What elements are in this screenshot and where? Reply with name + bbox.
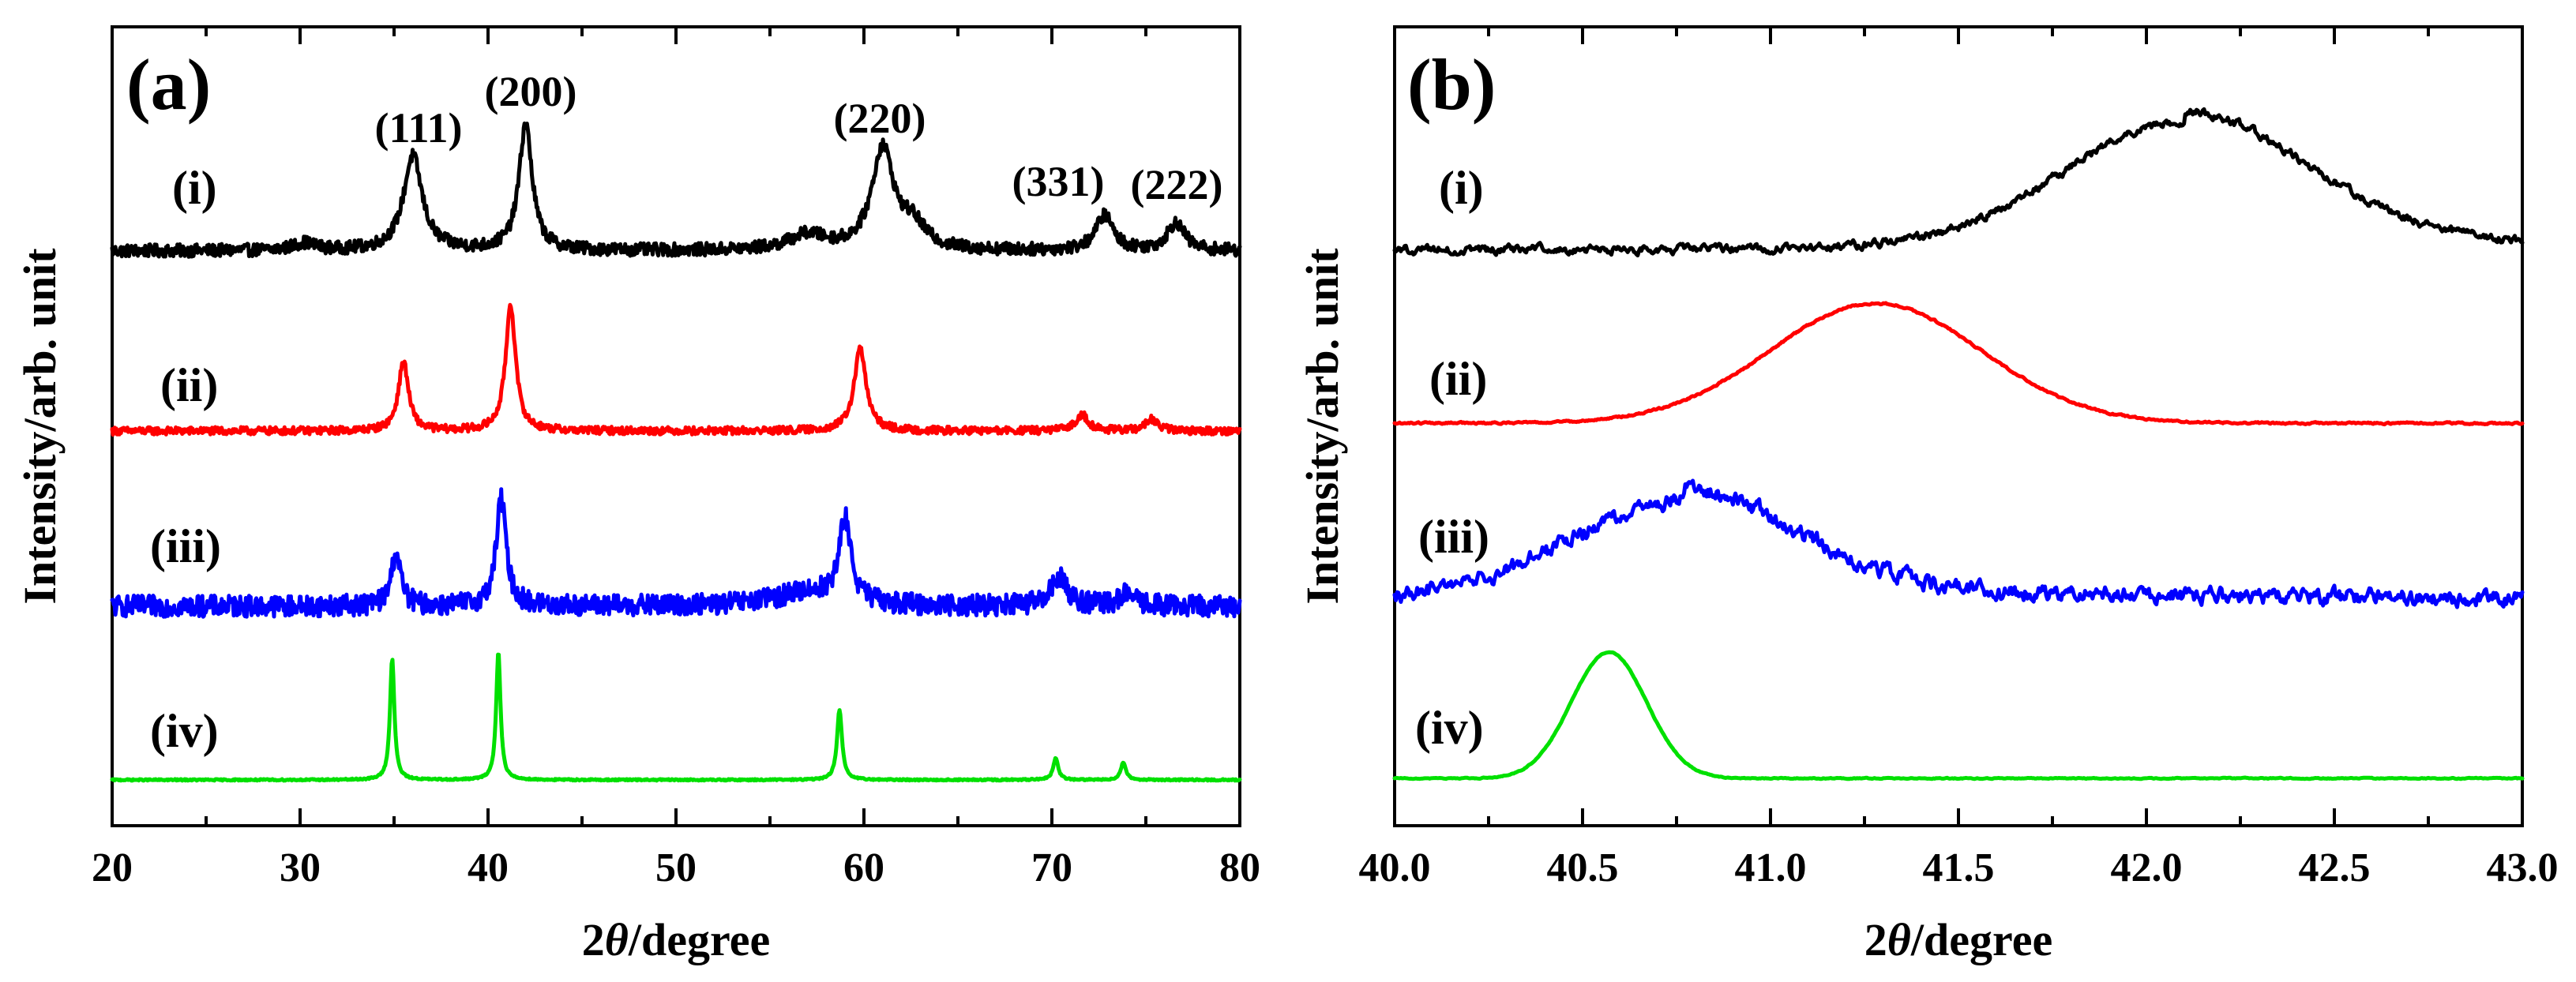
panel-b-series-label-4: (iv) [1415,702,1484,754]
panel-b-x-tick-label: 42.5 [2299,845,2371,890]
panel-a-x-tick-label: 60 [843,845,884,890]
panel-b-x-axis-label-theta: θ [1887,914,1911,965]
panel-b-trace-2 [1392,301,2525,427]
panel-b-x-axis-label: 2θ/degree [1864,914,2052,965]
panel-a-trace-3 [110,487,1242,619]
panel-a-series-labels: (i) (ii) (iii) (iv) [150,162,221,757]
panel-b-x-tick-label: 41.0 [1735,845,1807,890]
panel-b-series-label-2: (ii) [1429,353,1487,405]
panel-a-x-tick-label: 50 [655,845,697,890]
panel-a-trace-1 [110,121,1242,259]
panel-a-series-label-2: (ii) [160,359,218,411]
panel-a-series-label-3: (iii) [150,520,221,572]
panel-b-x-ticks: 40.0 40.5 41.0 41.5 42.0 42.5 43.0 [1359,27,2559,890]
panel-a-series-label-1: (i) [172,162,217,214]
panel-b-x-tick-label: 43.0 [2487,845,2559,890]
panel-a-trace-2 [110,302,1242,437]
panel-b-trace-1 [1392,107,2525,258]
panel-b-x-tick-label: 40.0 [1359,845,1431,890]
panel-b-series-label-3: (iii) [1418,511,1489,563]
panel-a-x-tick-label: 30 [280,845,321,890]
panel-a-label: (a) [126,44,211,125]
panel-a-y-axis-label: Intensity/arb. unit [14,248,66,605]
panel-a-x-tick-label: 80 [1219,845,1260,890]
panel-a-traces [110,121,1242,783]
panel-b-x-axis-label-prefix: 2 [1864,914,1887,965]
panel-a-x-axis-label-theta: θ [605,914,629,965]
panel-b-x-tick-label: 40.5 [1547,845,1619,890]
panel-b-x-tick-label: 41.5 [1923,845,1995,890]
peak-label-5: (222) [1131,161,1223,208]
panel-a-x-axis-label: 2θ/degree [582,914,770,965]
panel-b-x-tick-label: 42.0 [2111,845,2183,890]
peak-label-2: (200) [485,68,577,115]
panel-a-peak-labels: (111) (200) (220) (331) (222) [374,68,1222,208]
panel-b: (b) 40.0 40.5 41.0 41.5 42.0 42.5 43.0 (i) (ii)… [1297,25,2559,965]
panel-b-frame [1393,25,2524,827]
peak-label-4: (331) [1012,158,1105,205]
panel-a-x-ticks: 20 30 40 50 60 70 80 [92,27,1260,890]
panel-b-trace-4 [1392,650,2525,781]
panel-b-label: (b) [1407,44,1496,125]
panel-a-x-axis-label-suffix: /degree [628,914,770,965]
panel-a: (a) 20 30 40 50 60 70 80 (i) (ii) (iii) (iv) (111… [14,25,1260,965]
panel-a-x-axis-label-prefix: 2 [582,914,605,965]
panel-b-series-label-1: (i) [1439,162,1484,214]
peak-label-3: (220) [834,95,926,142]
panel-b-trace-3 [1392,478,2525,609]
panel-a-trace-4 [110,652,1242,783]
panel-a-x-tick-label: 70 [1031,845,1072,890]
panel-a-series-label-4: (iv) [150,705,219,757]
panel-b-traces [1392,107,2525,781]
panel-b-y-axis-label: Intensity/arb. unit [1297,248,1348,605]
panel-a-x-tick-label: 40 [468,845,509,890]
panel-a-x-tick-label: 20 [92,845,133,890]
peak-label-1: (111) [374,104,462,152]
panel-b-series-labels: (i) (ii) (iii) (iv) [1415,162,1489,754]
panel-b-x-axis-label-suffix: /degree [1910,914,2052,965]
